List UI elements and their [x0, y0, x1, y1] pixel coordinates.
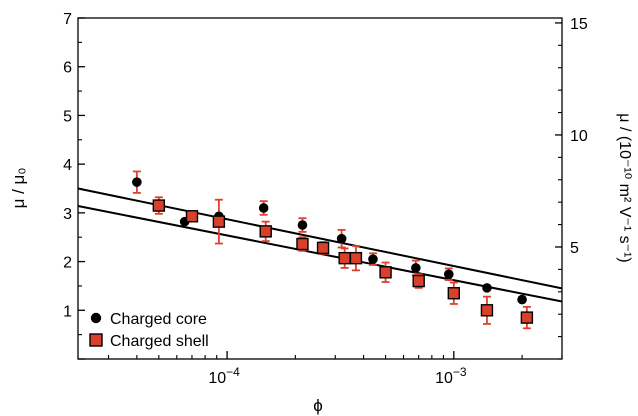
core-point	[443, 269, 454, 280]
y-left-tick-label: 6	[63, 60, 72, 77]
error-bars	[132, 170, 531, 330]
core-point	[368, 254, 378, 264]
data-markers	[132, 177, 534, 324]
core-point	[482, 283, 492, 293]
shell-point	[316, 241, 330, 255]
y-axis-left-label: μ / μ₀	[9, 168, 28, 209]
legend-core-label: Charged core	[110, 311, 207, 328]
shell-point	[447, 287, 461, 300]
core-point	[297, 220, 308, 230]
legend-core-marker	[90, 312, 102, 324]
core-point	[132, 177, 142, 187]
shell-point	[296, 237, 309, 251]
y-right-tick-label: 15	[570, 16, 588, 33]
y-left-tick-label: 3	[63, 206, 72, 223]
legend: Charged core Charged shell	[89, 311, 209, 350]
shell-point	[520, 311, 534, 324]
y-left-tick-label: 1	[63, 303, 72, 320]
shell-point	[152, 199, 166, 212]
fit-line-1	[77, 187, 563, 290]
core-point	[517, 294, 527, 305]
legend-shell-label: Charged shell	[110, 333, 209, 350]
y-left-tick-label: 7	[63, 11, 72, 28]
y-left-tick-label: 5	[63, 108, 72, 125]
shell-point	[379, 266, 392, 279]
axes: 1 2 3 4 5 6 7 5 10 15 10−4 10−3	[63, 11, 588, 387]
legend-shell-marker	[89, 333, 103, 347]
y-left-tick-label: 2	[63, 255, 72, 272]
shell-point	[259, 225, 272, 238]
x-axis-label: ϕ	[313, 396, 323, 415]
shell-point	[412, 274, 425, 288]
y-left-tick-label: 4	[63, 157, 72, 174]
y-right-tick-label: 5	[570, 240, 579, 257]
core-point	[336, 233, 347, 244]
shell-point	[212, 215, 226, 228]
shell-point	[480, 304, 494, 317]
shell-point	[338, 251, 351, 265]
shell-point	[185, 210, 199, 223]
x-tick-label: 10−4	[208, 365, 240, 387]
y-right-tick-label: 10	[570, 128, 588, 145]
shell-point	[349, 251, 363, 265]
core-point	[258, 203, 269, 213]
core-point	[411, 263, 421, 273]
x-tick-label: 10−3	[435, 365, 467, 387]
y-axis-right-label: μ / (10⁻¹⁰ m² V⁻¹ s⁻¹)	[616, 113, 633, 262]
